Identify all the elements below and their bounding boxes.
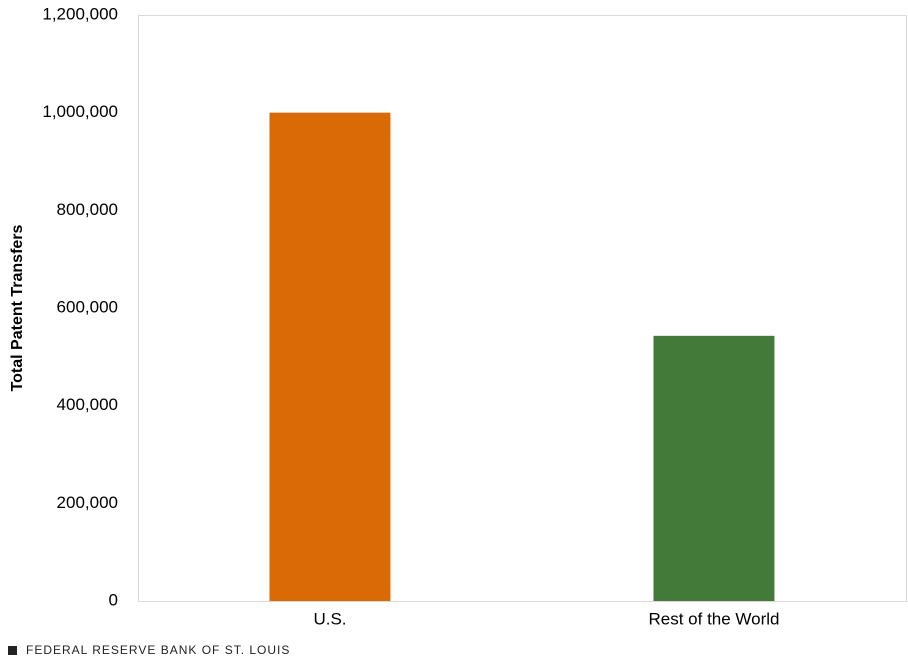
source-icon bbox=[8, 646, 17, 655]
y-axis-label: Total Patent Transfers bbox=[9, 224, 26, 391]
y-tick-label: 600,000 bbox=[57, 297, 118, 316]
y-tick-label: 1,200,000 bbox=[42, 4, 118, 23]
x-tick-label: Rest of the World bbox=[648, 609, 779, 628]
y-tick-label: 0 bbox=[109, 590, 118, 609]
y-tick-label: 200,000 bbox=[57, 493, 118, 512]
plot-frame bbox=[138, 15, 907, 602]
source: FEDERAL RESERVE BANK OF ST. LOUIS bbox=[26, 643, 290, 657]
y-tick-label: 1,000,000 bbox=[42, 102, 118, 121]
bar bbox=[269, 112, 391, 602]
x-tick-label: U.S. bbox=[313, 609, 346, 628]
bar bbox=[653, 335, 775, 601]
y-tick-label: 400,000 bbox=[57, 395, 118, 414]
y-tick-label: 800,000 bbox=[57, 200, 118, 219]
